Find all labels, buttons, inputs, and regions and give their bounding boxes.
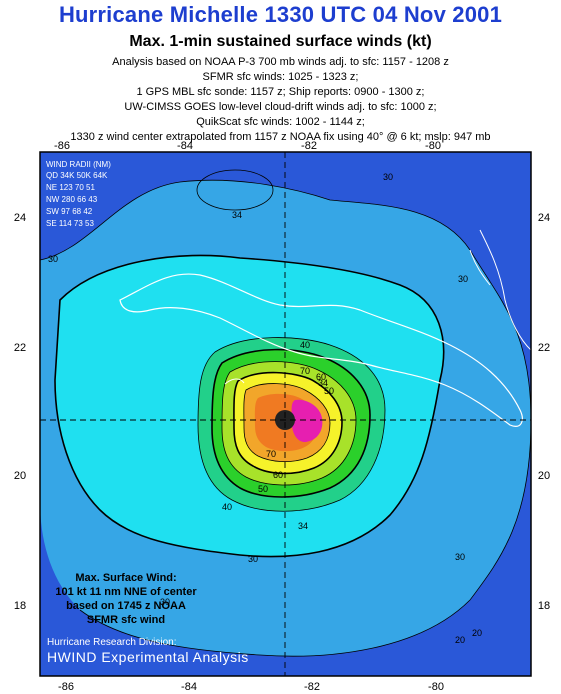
contour-34 bbox=[54, 254, 445, 558]
bahamas-island bbox=[469, 249, 491, 286]
cuba-coastline bbox=[119, 273, 523, 427]
contour-label: 30 bbox=[455, 552, 465, 562]
lon-tick-label: -84 bbox=[181, 681, 197, 693]
lat-tick-label: 24 bbox=[14, 212, 26, 224]
contour-label: 30 bbox=[458, 274, 468, 284]
wind-radii-row: SW 97 68 42 bbox=[46, 207, 93, 216]
wind-field-shading: 34 30 30 30 30 30 40 50 60 70 34 40 50 6… bbox=[40, 152, 531, 676]
contour-label: 70 bbox=[300, 366, 310, 376]
analysis-line-6: 1330 z wind center extrapolated from 115… bbox=[70, 131, 491, 143]
lon-tick-label: -82 bbox=[304, 681, 320, 693]
lat-tick-label: 18 bbox=[538, 600, 550, 612]
contour-label: 70 bbox=[266, 449, 276, 459]
analysis-line-2: SFMR sfc winds: 1025 - 1323 z; bbox=[202, 71, 359, 83]
contour-34-north bbox=[196, 169, 274, 211]
lat-tick-label: 22 bbox=[14, 342, 26, 354]
lon-tick-label: -84 bbox=[177, 140, 193, 152]
analysis-line-4: UW-CIMSS GOES low-level cloud-drift wind… bbox=[124, 101, 437, 113]
contour-label: 50 bbox=[324, 386, 334, 396]
longitude-ticks: -86 -84 -82 -80 -86 -84 -82 -80 bbox=[54, 140, 444, 693]
wind-radii-table: WIND RADII (NM) QD 34K 50K 64K NE 123 70… bbox=[46, 160, 111, 228]
isla-de-la-juventud bbox=[224, 378, 245, 385]
analysis-line-1: Analysis based on NOAA P-3 700 mb winds … bbox=[112, 56, 449, 68]
contour-label: 20 bbox=[472, 628, 482, 638]
contour-label: 34 bbox=[232, 210, 242, 220]
contour-label: 34 bbox=[298, 521, 308, 531]
contour-label: 30 bbox=[248, 554, 258, 564]
contour-label: 50 bbox=[258, 484, 268, 494]
contour-label: 30 bbox=[383, 172, 393, 182]
contour-60 bbox=[221, 361, 357, 486]
map-title: Hurricane Michelle 1330 UTC 04 Nov 2001 bbox=[58, 2, 503, 27]
wind-radii-title: WIND RADII (NM) bbox=[46, 160, 111, 169]
contour-label: 34 bbox=[318, 378, 328, 388]
contour-label: 20 bbox=[455, 635, 465, 645]
lat-tick-label: 24 bbox=[538, 212, 550, 224]
lat-tick-label: 22 bbox=[538, 342, 550, 354]
map-subtitle: Max. 1-min sustained surface winds (kt) bbox=[129, 33, 432, 50]
contour-label: 60 bbox=[273, 470, 283, 480]
max-wind-line: 101 kt 11 nm NNE of center bbox=[55, 586, 197, 598]
lon-tick-label: -86 bbox=[58, 681, 74, 693]
lon-tick-label: -82 bbox=[301, 140, 317, 152]
lon-tick-label: -80 bbox=[425, 140, 441, 152]
credit-division: Hurricane Research Division: bbox=[47, 637, 177, 648]
bahamas-coastline bbox=[479, 229, 531, 351]
credit-analysis: HWIND Experimental Analysis bbox=[47, 649, 249, 665]
wind-radii-row: NE 123 70 51 bbox=[46, 183, 95, 192]
contour-70 bbox=[233, 371, 343, 475]
contour-label: 60 bbox=[316, 372, 326, 382]
lat-tick-label: 18 bbox=[14, 600, 26, 612]
contour-label: 30 bbox=[160, 597, 170, 607]
lon-tick-label: -80 bbox=[428, 681, 444, 693]
max-wind-annotation: Max. Surface Wind: 101 kt 11 nm NNE of c… bbox=[55, 572, 197, 626]
contour-40 bbox=[197, 337, 386, 512]
max-wind-line: SFMR sfc wind bbox=[87, 614, 165, 626]
max-wind-line: based on 1745 z NOAA bbox=[66, 600, 186, 612]
max-wind-line: Max. Surface Wind: bbox=[75, 572, 176, 584]
wind-radii-header: QD 34K 50K 64K bbox=[46, 171, 108, 180]
lat-tick-label: 20 bbox=[538, 470, 550, 482]
latitude-ticks: 24 22 20 18 24 22 20 18 bbox=[14, 212, 550, 612]
wind-band-100 bbox=[291, 399, 323, 443]
wind-radii-row: NW 280 66 43 bbox=[46, 195, 98, 204]
wind-radii-row: SE 114 73 53 bbox=[46, 219, 94, 228]
contour-label: 40 bbox=[300, 340, 310, 350]
contour-80 bbox=[243, 383, 331, 462]
contour-label: 40 bbox=[222, 502, 232, 512]
plot-frame bbox=[39, 151, 532, 677]
analysis-line-5: QuikScat sfc winds: 1002 - 1144 z; bbox=[196, 116, 365, 128]
analysis-line-3: 1 GPS MBL sfc sonde: 1157 z; Ship report… bbox=[136, 86, 425, 98]
lat-tick-label: 20 bbox=[14, 470, 26, 482]
contour-label: 30 bbox=[48, 254, 58, 264]
lon-tick-label: -86 bbox=[54, 140, 70, 152]
